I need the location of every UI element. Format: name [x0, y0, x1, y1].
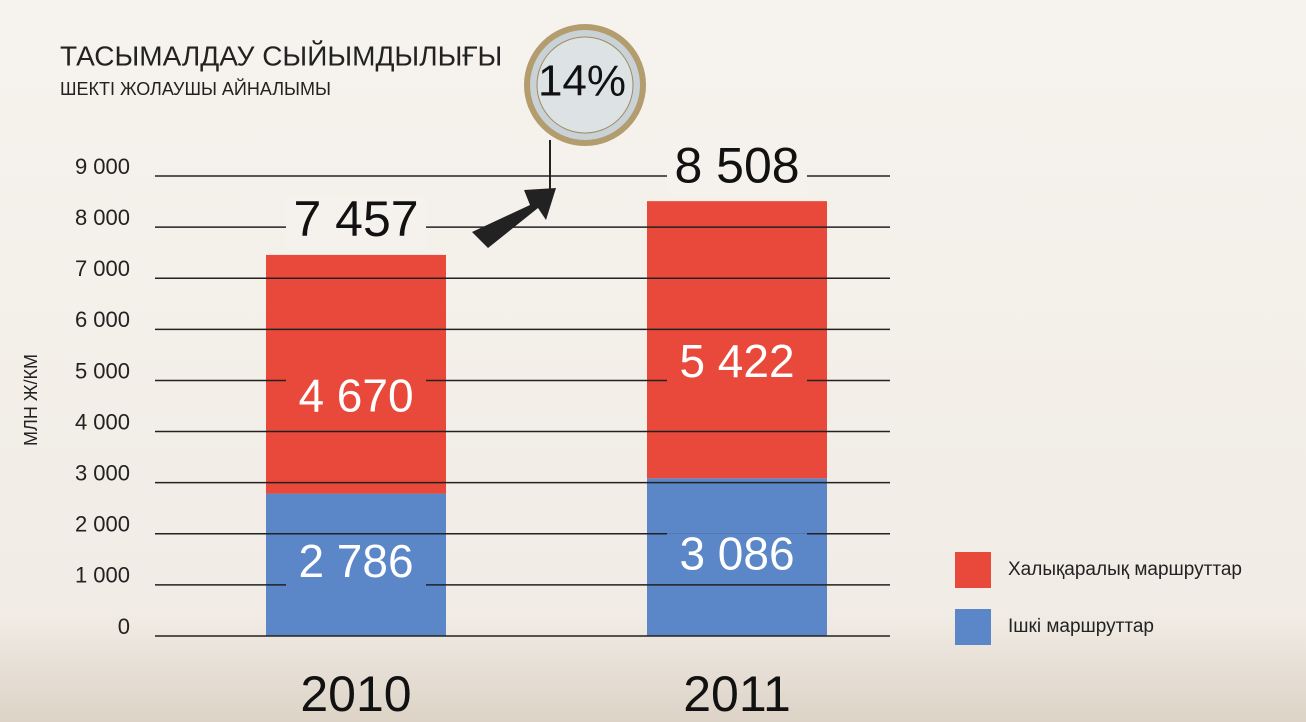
- value-label: 2 786: [298, 535, 413, 587]
- y-tick-label: 8 000: [75, 205, 130, 230]
- chart: ТАСЫМАЛДАУ СЫЙЫМДЫЛЫҒЫ ШЕКТІ ЖОЛАУШЫ АЙН…: [0, 0, 1306, 722]
- value-label: 4 670: [298, 369, 413, 421]
- badge-label: 14%: [538, 57, 626, 106]
- y-tick-label: 7 000: [75, 256, 130, 281]
- y-axis-label: МЛН Ж/КМ: [21, 354, 41, 446]
- legend-swatch: [955, 609, 991, 645]
- legend-label: Халықаралық маршруттар: [1008, 559, 1242, 580]
- value-label: 3 086: [679, 527, 794, 579]
- y-tick-label: 6 000: [75, 307, 130, 332]
- x-tick-label: 2011: [683, 666, 791, 722]
- y-tick-label: 1 000: [75, 563, 130, 588]
- total-label: 8 508: [674, 137, 799, 193]
- y-tick-label: 5 000: [75, 358, 130, 383]
- y-tick-label: 0: [118, 614, 130, 639]
- legend-label: Ішкі маршруттар: [1008, 616, 1154, 637]
- y-tick-label: 9 000: [75, 154, 130, 179]
- y-tick-label: 4 000: [75, 409, 130, 434]
- chart-title: ТАСЫМАЛДАУ СЫЙЫМДЫЛЫҒЫ: [60, 40, 502, 71]
- page: ТАСЫМАЛДАУ СЫЙЫМДЫЛЫҒЫ ШЕКТІ ЖОЛАУШЫ АЙН…: [0, 0, 1306, 722]
- y-tick-label: 3 000: [75, 460, 130, 485]
- total-label: 7 457: [293, 191, 418, 247]
- chart-subtitle: ШЕКТІ ЖОЛАУШЫ АЙНАЛЫМЫ: [60, 78, 331, 99]
- x-tick-label: 2010: [300, 666, 411, 722]
- y-tick-label: 2 000: [75, 512, 130, 537]
- value-label: 5 422: [679, 335, 794, 387]
- legend-swatch: [955, 552, 991, 588]
